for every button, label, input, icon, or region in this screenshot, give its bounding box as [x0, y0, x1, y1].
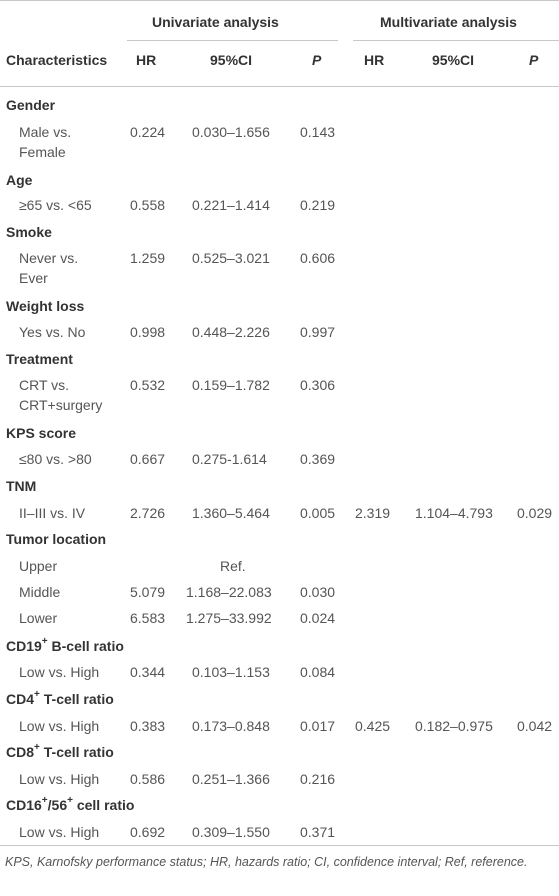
group-title-weight-loss: Weight loss	[6, 298, 85, 314]
cell-mp: 0.029	[517, 505, 553, 521]
group-title-cd4-t-cell-ratio: CD4+ T-cell ratio	[6, 689, 114, 707]
cell-ci: 0.525–3.021	[192, 250, 270, 266]
row-label-line2: Ever	[19, 270, 48, 286]
cell-hr: 2.726	[130, 505, 166, 521]
cell-hr: 0.692	[130, 824, 166, 840]
cell-p: 0.024	[300, 610, 336, 626]
multivariate-underline	[353, 40, 559, 41]
cell-hr: 0.344	[130, 664, 166, 680]
row-label: Low vs. High	[19, 771, 100, 787]
row-label: Low vs. High	[19, 664, 100, 680]
cell-hr: 6.583	[130, 610, 166, 626]
cell-ci: 0.309–1.550	[192, 824, 270, 840]
cell-ci: 0.159–1.782	[192, 377, 270, 393]
row-label: Upper	[19, 558, 58, 574]
row-label: ≤80 vs. >80	[19, 451, 92, 467]
header-hr: HR	[136, 52, 157, 68]
cell-hr: 0.383	[130, 718, 166, 734]
header-univariate: Univariate analysis	[152, 14, 279, 30]
group-title-cd16-56-cell-ratio: CD16+/56+ cell ratio	[6, 795, 135, 813]
cell-ci: 0.221–1.414	[192, 197, 270, 213]
row-label-line2: Female	[19, 144, 66, 160]
header-multivariate: Multivariate analysis	[380, 14, 517, 30]
cell-p: 0.606	[300, 250, 336, 266]
cell-hr: 0.667	[130, 451, 166, 467]
cell-ci: 1.275–33.992	[186, 610, 272, 626]
cell-mp: 0.042	[517, 718, 553, 734]
group-title-age: Age	[6, 172, 33, 188]
group-title-cd19-b-cell-ratio: CD19+ B-cell ratio	[6, 636, 124, 654]
row-label: Male vs.	[19, 124, 72, 140]
cell-hr: 0.586	[130, 771, 166, 787]
cell-hr: 5.079	[130, 584, 166, 600]
table-footnote: KPS, Karnofsky performance status; HR, h…	[5, 855, 528, 869]
cell-p: 0.030	[300, 584, 336, 600]
cell-mhr: 0.425	[355, 718, 391, 734]
row-label: CRT vs.	[19, 377, 70, 393]
row-label: II–III vs. IV	[19, 505, 86, 521]
table-top-rule	[0, 0, 559, 1]
group-title-tnm: TNM	[6, 478, 37, 494]
cell-p: 0.997	[300, 324, 336, 340]
row-label: Never vs.	[19, 250, 79, 266]
group-title-gender: Gender	[6, 97, 56, 113]
cell-ci: 0.103–1.153	[192, 664, 270, 680]
cell-ci: 1.168–22.083	[186, 584, 272, 600]
row-label: Low vs. High	[19, 824, 100, 840]
cell-ci: 0.173–0.848	[192, 718, 270, 734]
cell-p: 0.017	[300, 718, 336, 734]
cell-ci: 0.275-1.614	[192, 451, 267, 467]
header-characteristics: Characteristics	[6, 52, 108, 68]
cell-p: 0.084	[300, 664, 336, 680]
cell-mci: 1.104–4.793	[415, 505, 493, 521]
row-label: Middle	[19, 584, 61, 600]
cell-hr: 0.532	[130, 377, 166, 393]
header-mhr: HR	[364, 52, 385, 68]
row-label: ≥65 vs. <65	[19, 197, 92, 213]
cell-ci: 0.251–1.366	[192, 771, 270, 787]
group-title-smoke: Smoke	[6, 224, 52, 240]
cell-p: 0.143	[300, 124, 336, 140]
group-title-cd8-t-cell-ratio: CD8+ T-cell ratio	[6, 742, 114, 760]
cell-ci: Ref.	[220, 558, 246, 574]
cell-ci: 0.448–2.226	[192, 324, 270, 340]
cell-ci: 1.360–5.464	[192, 505, 270, 521]
row-label: Low vs. High	[19, 718, 100, 734]
cell-p: 0.306	[300, 377, 336, 393]
header-ci: 95%CI	[210, 52, 253, 68]
cell-p: 0.216	[300, 771, 336, 787]
header-mp: P	[529, 52, 539, 68]
row-label: Lower	[19, 610, 58, 626]
header-rule	[0, 86, 559, 87]
group-title-tumor-location: Tumor location	[6, 531, 107, 547]
cell-p: 0.371	[300, 824, 336, 840]
cell-p: 0.369	[300, 451, 336, 467]
group-title-treatment: Treatment	[6, 351, 73, 367]
header-mci: 95%CI	[432, 52, 475, 68]
cell-hr: 0.998	[130, 324, 166, 340]
cell-p: 0.219	[300, 197, 336, 213]
cell-p: 0.005	[300, 505, 336, 521]
univariate-underline	[127, 40, 338, 41]
cell-hr: 0.224	[130, 124, 166, 140]
row-label-line2: CRT+surgery	[19, 397, 103, 413]
table-bottom-rule	[0, 845, 559, 846]
row-label: Yes vs. No	[19, 324, 86, 340]
cell-ci: 0.030–1.656	[192, 124, 270, 140]
cell-hr: 0.558	[130, 197, 166, 213]
group-title-kps-score: KPS score	[6, 425, 77, 441]
cell-hr: 1.259	[130, 250, 166, 266]
header-p: P	[312, 52, 322, 68]
cell-mhr: 2.319	[355, 505, 391, 521]
cell-mci: 0.182–0.975	[415, 718, 493, 734]
